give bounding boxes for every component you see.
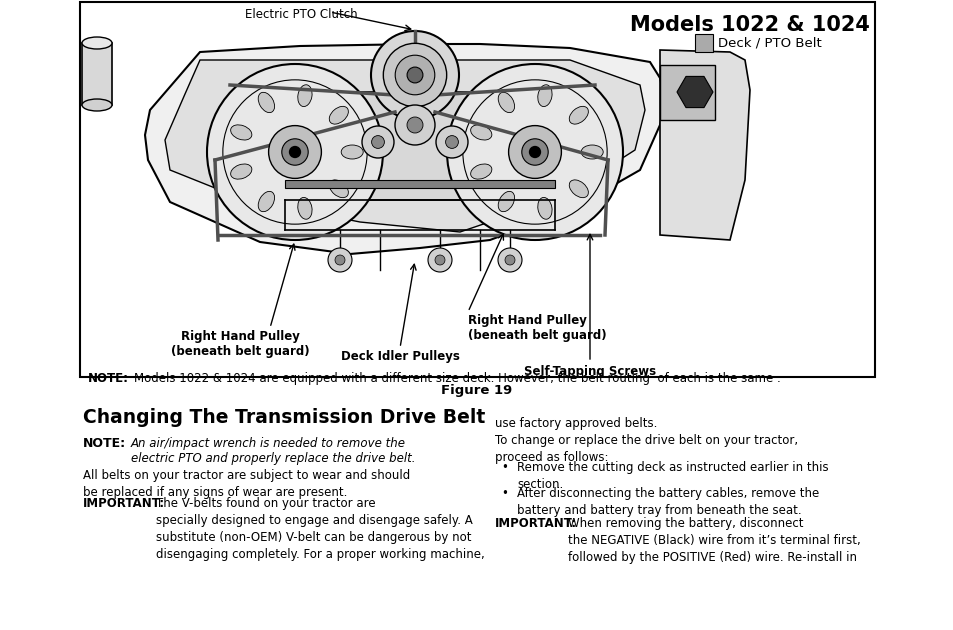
Ellipse shape (537, 197, 552, 219)
Ellipse shape (497, 192, 514, 212)
Text: Right Hand Pulley
(beneath belt guard): Right Hand Pulley (beneath belt guard) (468, 314, 606, 342)
Circle shape (497, 248, 521, 272)
Text: Self-Tapping Screws: Self-Tapping Screws (523, 365, 656, 378)
Text: Remove the cutting deck as instructed earlier in this
section.: Remove the cutting deck as instructed ea… (517, 461, 828, 491)
Text: NOTE:: NOTE: (88, 372, 129, 385)
Circle shape (281, 139, 308, 165)
Circle shape (372, 135, 384, 149)
Polygon shape (677, 76, 712, 108)
Circle shape (207, 64, 382, 240)
Bar (80, 2, 874, 377)
Text: IMPORTANT:: IMPORTANT: (83, 497, 165, 510)
Ellipse shape (82, 37, 112, 49)
Ellipse shape (329, 180, 348, 198)
Ellipse shape (470, 125, 492, 140)
Ellipse shape (470, 164, 492, 179)
Ellipse shape (537, 85, 552, 106)
Circle shape (371, 31, 458, 119)
Text: 5: 5 (283, 134, 296, 154)
Ellipse shape (231, 125, 252, 140)
Circle shape (521, 139, 548, 165)
Text: use factory approved belts.: use factory approved belts. (495, 417, 657, 430)
Text: Right Hand Pulley
(beneath belt guard): Right Hand Pulley (beneath belt guard) (171, 330, 309, 358)
Bar (695, 34, 712, 52)
Ellipse shape (258, 93, 274, 113)
Text: 0: 0 (537, 151, 551, 169)
Bar (285, 92, 555, 200)
Circle shape (528, 146, 540, 158)
Polygon shape (145, 44, 664, 254)
Circle shape (508, 125, 560, 178)
Ellipse shape (82, 99, 112, 111)
Text: •: • (500, 461, 507, 474)
Circle shape (436, 126, 468, 158)
Bar (659, 65, 714, 120)
Circle shape (361, 126, 394, 158)
Text: 0: 0 (298, 151, 312, 169)
Circle shape (445, 135, 458, 149)
Ellipse shape (580, 145, 602, 159)
Text: When removing the battery, disconnect
the NEGATIVE (Black) wire from it’s termin: When removing the battery, disconnect th… (567, 517, 860, 564)
Circle shape (428, 248, 452, 272)
Text: •: • (500, 487, 507, 500)
Circle shape (383, 43, 446, 106)
Text: Deck Idler Pulleys: Deck Idler Pulleys (340, 350, 459, 363)
Ellipse shape (569, 180, 588, 198)
Circle shape (335, 255, 345, 265)
Text: IMPORTANT:: IMPORTANT: (495, 517, 577, 530)
Circle shape (407, 117, 422, 133)
Ellipse shape (341, 145, 363, 159)
Polygon shape (659, 50, 749, 240)
Circle shape (435, 255, 444, 265)
Text: Models 1022 & 1024 are equipped with a different size deck. However, the belt ro: Models 1022 & 1024 are equipped with a d… (133, 372, 780, 385)
Text: To change or replace the drive belt on your tractor,
proceed as follows:: To change or replace the drive belt on y… (495, 434, 798, 464)
Polygon shape (165, 60, 644, 232)
Text: NOTE:: NOTE: (83, 437, 126, 450)
Circle shape (407, 67, 422, 83)
Ellipse shape (258, 192, 274, 212)
Circle shape (447, 64, 622, 240)
Text: Figure 19: Figure 19 (441, 384, 512, 397)
Circle shape (395, 55, 435, 94)
Bar (285, 180, 555, 188)
Circle shape (395, 105, 435, 145)
Ellipse shape (297, 197, 312, 219)
Text: All belts on your tractor are subject to wear and should
be replaced if any sign: All belts on your tractor are subject to… (83, 469, 410, 499)
Circle shape (504, 255, 515, 265)
Ellipse shape (569, 106, 588, 124)
Text: Deck / PTO Belt: Deck / PTO Belt (718, 37, 821, 50)
Text: The V-belts found on your tractor are
specially designed to engage and disengage: The V-belts found on your tractor are sp… (156, 497, 484, 561)
Text: 5: 5 (522, 134, 537, 154)
Ellipse shape (497, 93, 514, 113)
Circle shape (269, 125, 321, 178)
Ellipse shape (297, 85, 312, 106)
Text: After disconnecting the battery cables, remove the
battery and battery tray from: After disconnecting the battery cables, … (517, 487, 819, 517)
Text: Models 1022 & 1024: Models 1022 & 1024 (630, 15, 869, 35)
Ellipse shape (329, 106, 348, 124)
Circle shape (289, 146, 301, 158)
Bar (82, 43, 112, 105)
Text: Electric PTO Clutch: Electric PTO Clutch (245, 8, 357, 21)
Circle shape (328, 248, 352, 272)
Text: An air/impact wrench is needed to remove the
electric PTO and properly replace t: An air/impact wrench is needed to remove… (131, 437, 416, 465)
Text: Changing The Transmission Drive Belt: Changing The Transmission Drive Belt (83, 408, 485, 427)
Ellipse shape (231, 164, 252, 179)
